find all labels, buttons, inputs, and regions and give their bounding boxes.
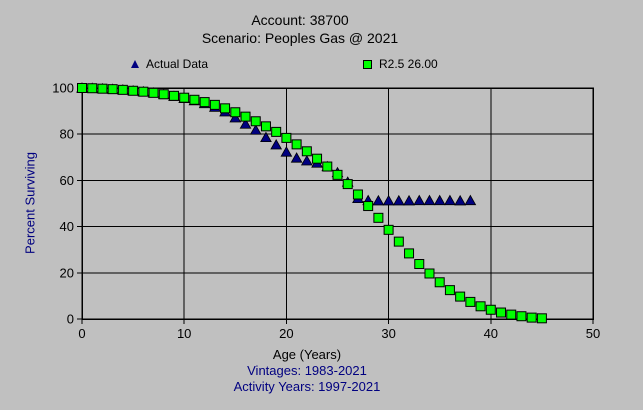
fitted-curve-point <box>363 201 374 212</box>
actual-data-point <box>290 152 303 163</box>
fitted-curve-point <box>220 103 231 114</box>
actual-data-point <box>464 194 477 206</box>
fitted-curve-point <box>87 83 98 94</box>
fitted-curve-point <box>97 83 108 94</box>
actual-data-point <box>249 124 262 135</box>
legend-label-actual-data: Actual Data <box>146 57 209 71</box>
actual-data-point <box>270 139 283 150</box>
fitted-curve-point <box>199 97 210 108</box>
fitted-curve-point <box>189 94 200 105</box>
x-tick-label: 10 <box>177 326 191 341</box>
actual-data-point <box>454 194 467 206</box>
fitted-curve-point <box>230 107 241 118</box>
fitted-curve-point <box>77 83 87 93</box>
actual-data-point <box>300 154 313 166</box>
fitted-curve-point <box>260 121 271 132</box>
fitted-curve-point <box>516 311 527 322</box>
fitted-curve-point <box>496 307 507 318</box>
fitted-curve-point <box>271 126 282 137</box>
fitted-curve-point <box>414 259 425 270</box>
fitted-curve-point <box>404 248 415 259</box>
y-tick-label: 40 <box>60 219 74 234</box>
fitted-curve-point <box>444 285 455 296</box>
fitted-curve-point <box>424 268 435 279</box>
fitted-curve-point <box>322 161 333 172</box>
y-tick-label: 100 <box>52 81 74 96</box>
actual-data-point <box>413 194 426 206</box>
fitted-curve-point <box>209 99 220 110</box>
fitted-curve-point <box>475 301 486 312</box>
fitted-curve-point <box>301 146 312 157</box>
fitted-curve-point <box>250 116 261 127</box>
actual-data-point <box>229 111 242 123</box>
fitted-curve-point <box>434 277 445 288</box>
fitted-curve-point <box>240 111 251 122</box>
actual-data-point <box>433 194 446 206</box>
legend-item-actual-data: Actual Data <box>131 57 208 71</box>
actual-data-point <box>260 131 272 143</box>
legend-item-fitted-curve: R2.5 26.00 <box>363 57 438 71</box>
x-tick-label: 50 <box>586 326 600 341</box>
y-tick-label: 60 <box>60 173 74 188</box>
actual-data-point <box>423 194 436 206</box>
triangle-marker-icon <box>131 60 139 68</box>
actual-data-point <box>382 194 395 206</box>
fitted-curve-point <box>526 312 537 323</box>
fitted-curve-point <box>485 304 496 315</box>
fitted-curve-point <box>393 236 404 247</box>
y-axis-title: Percent Surviving <box>22 152 38 254</box>
fitted-curve-point <box>107 84 118 95</box>
fitted-curve-point <box>312 153 323 164</box>
y-tick-label: 20 <box>60 265 74 280</box>
actual-data-point <box>403 194 415 206</box>
x-tick-label: 20 <box>279 326 293 341</box>
chart-subtitle: Scenario: Peoples Gas @ 2021 <box>201 30 399 46</box>
square-marker-icon <box>363 59 372 69</box>
x-axis-title: Age (Years) <box>272 347 342 362</box>
y-tick-label: 0 <box>67 312 74 327</box>
activity-years-note: Activity Years: 1997-2021 <box>233 379 381 394</box>
fitted-curve-point <box>536 313 547 324</box>
fitted-curve-point <box>291 139 302 150</box>
actual-data-point <box>280 146 293 157</box>
fitted-curve-point <box>117 84 128 95</box>
fitted-curve-point <box>373 212 384 223</box>
fitted-curve-point <box>158 89 169 100</box>
fitted-curve-point <box>179 92 190 103</box>
actual-data-point <box>444 194 456 206</box>
actual-data-point <box>392 194 405 206</box>
plot-border <box>81 87 594 320</box>
fitted-curve-point <box>465 296 476 307</box>
x-tick-label: 30 <box>381 326 395 341</box>
chart-title: Account: 38700 <box>251 12 349 28</box>
fitted-curve-point <box>383 224 394 235</box>
legend-label-fitted-curve: R2.5 26.00 <box>379 57 438 71</box>
fitted-curve-point <box>455 291 466 302</box>
fitted-curve-point <box>148 87 159 98</box>
fitted-curve-point <box>352 189 363 200</box>
fitted-curve-point <box>506 309 517 320</box>
actual-data-point <box>372 194 385 206</box>
fitted-curve-point <box>168 90 179 101</box>
fitted-curve-point <box>342 179 353 190</box>
x-tick-label: 40 <box>484 326 498 341</box>
fitted-curve-point <box>332 169 343 180</box>
y-tick-label: 80 <box>60 127 74 142</box>
actual-data-point <box>239 118 252 129</box>
fitted-curve-point <box>281 132 292 143</box>
fitted-curve-point <box>128 85 139 96</box>
fitted-curve-point <box>138 86 149 97</box>
vintages-note: Vintages: 1983-2021 <box>247 363 367 378</box>
x-tick-label: 0 <box>78 326 85 341</box>
